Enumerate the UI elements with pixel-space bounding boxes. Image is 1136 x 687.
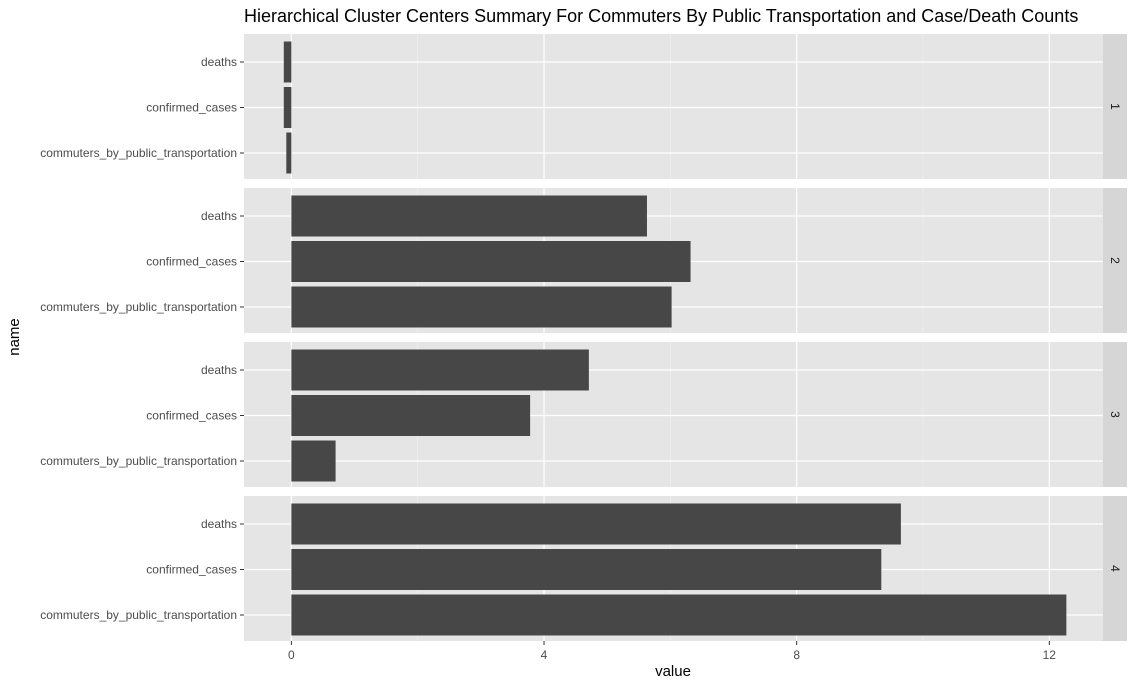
bar-commuters_by_public_transportation-cluster-3	[291, 440, 336, 482]
bar-commuters_by_public_transportation-cluster-4	[291, 594, 1067, 636]
y-tick-label: deaths	[201, 55, 237, 69]
bar-confirmed_cases-cluster-1	[283, 87, 292, 128]
x-tick-label: 12	[1043, 648, 1057, 662]
y-tick-label: deaths	[201, 363, 237, 377]
facet-panels: deaths confirmed_cases commuters_by_public…	[40, 34, 1127, 641]
y-tick-label: confirmed_cases	[146, 409, 237, 423]
bar-deaths-cluster-2	[291, 195, 647, 237]
bar-commuters_by_public_transportation-cluster-2	[291, 286, 672, 328]
bar-deaths-cluster-1	[283, 41, 292, 83]
facet-strip	[1103, 34, 1127, 179]
x-axis: 0 4 8 12	[288, 641, 1056, 662]
y-tick-label: deaths	[201, 209, 237, 223]
facet-strip-label: 1	[1108, 103, 1122, 110]
x-tick-label: 8	[793, 648, 800, 662]
facet-panel-2: deaths confirmed_cases commuters_by_public…	[40, 188, 1127, 333]
bar-deaths-cluster-3	[291, 349, 589, 391]
x-axis-label: value	[655, 663, 691, 680]
y-tick-label: deaths	[201, 517, 237, 531]
y-tick-label: confirmed_cases	[146, 101, 237, 115]
facet-strip-label: 2	[1108, 257, 1122, 264]
y-tick-label: commuters_by_public_transportation	[40, 146, 237, 160]
bar-deaths-cluster-4	[291, 503, 901, 545]
bar-confirmed_cases-cluster-3	[291, 395, 531, 436]
facet-strip-label: 4	[1108, 565, 1122, 572]
facet-panel-4: deaths confirmed_cases commuters_by_public…	[40, 496, 1127, 641]
panel-background	[244, 34, 1103, 179]
x-tick-label: 4	[541, 648, 548, 662]
y-tick-label: commuters_by_public_transportation	[40, 608, 237, 622]
bar-confirmed_cases-cluster-2	[291, 241, 691, 282]
y-tick-label: commuters_by_public_transportation	[40, 454, 237, 468]
facet-panel-3: deaths confirmed_cases commuters_by_public…	[40, 342, 1127, 487]
y-tick-label: commuters_by_public_transportation	[40, 300, 237, 314]
bar-commuters_by_public_transportation-cluster-1	[286, 132, 292, 174]
y-tick-label: confirmed_cases	[146, 563, 237, 577]
chart-title: Hierarchical Cluster Centers Summary For…	[244, 6, 1078, 26]
y-tick-label: confirmed_cases	[146, 255, 237, 269]
facet-strip	[1103, 342, 1127, 487]
facet-strip	[1103, 496, 1127, 641]
facet-panel-1: deaths confirmed_cases commuters_by_public…	[40, 34, 1127, 179]
bar-confirmed_cases-cluster-4	[291, 549, 882, 590]
facet-strip	[1103, 188, 1127, 333]
y-axis-label: name	[6, 318, 23, 356]
x-tick-label: 0	[288, 648, 295, 662]
facet-strip-label: 3	[1108, 411, 1122, 418]
